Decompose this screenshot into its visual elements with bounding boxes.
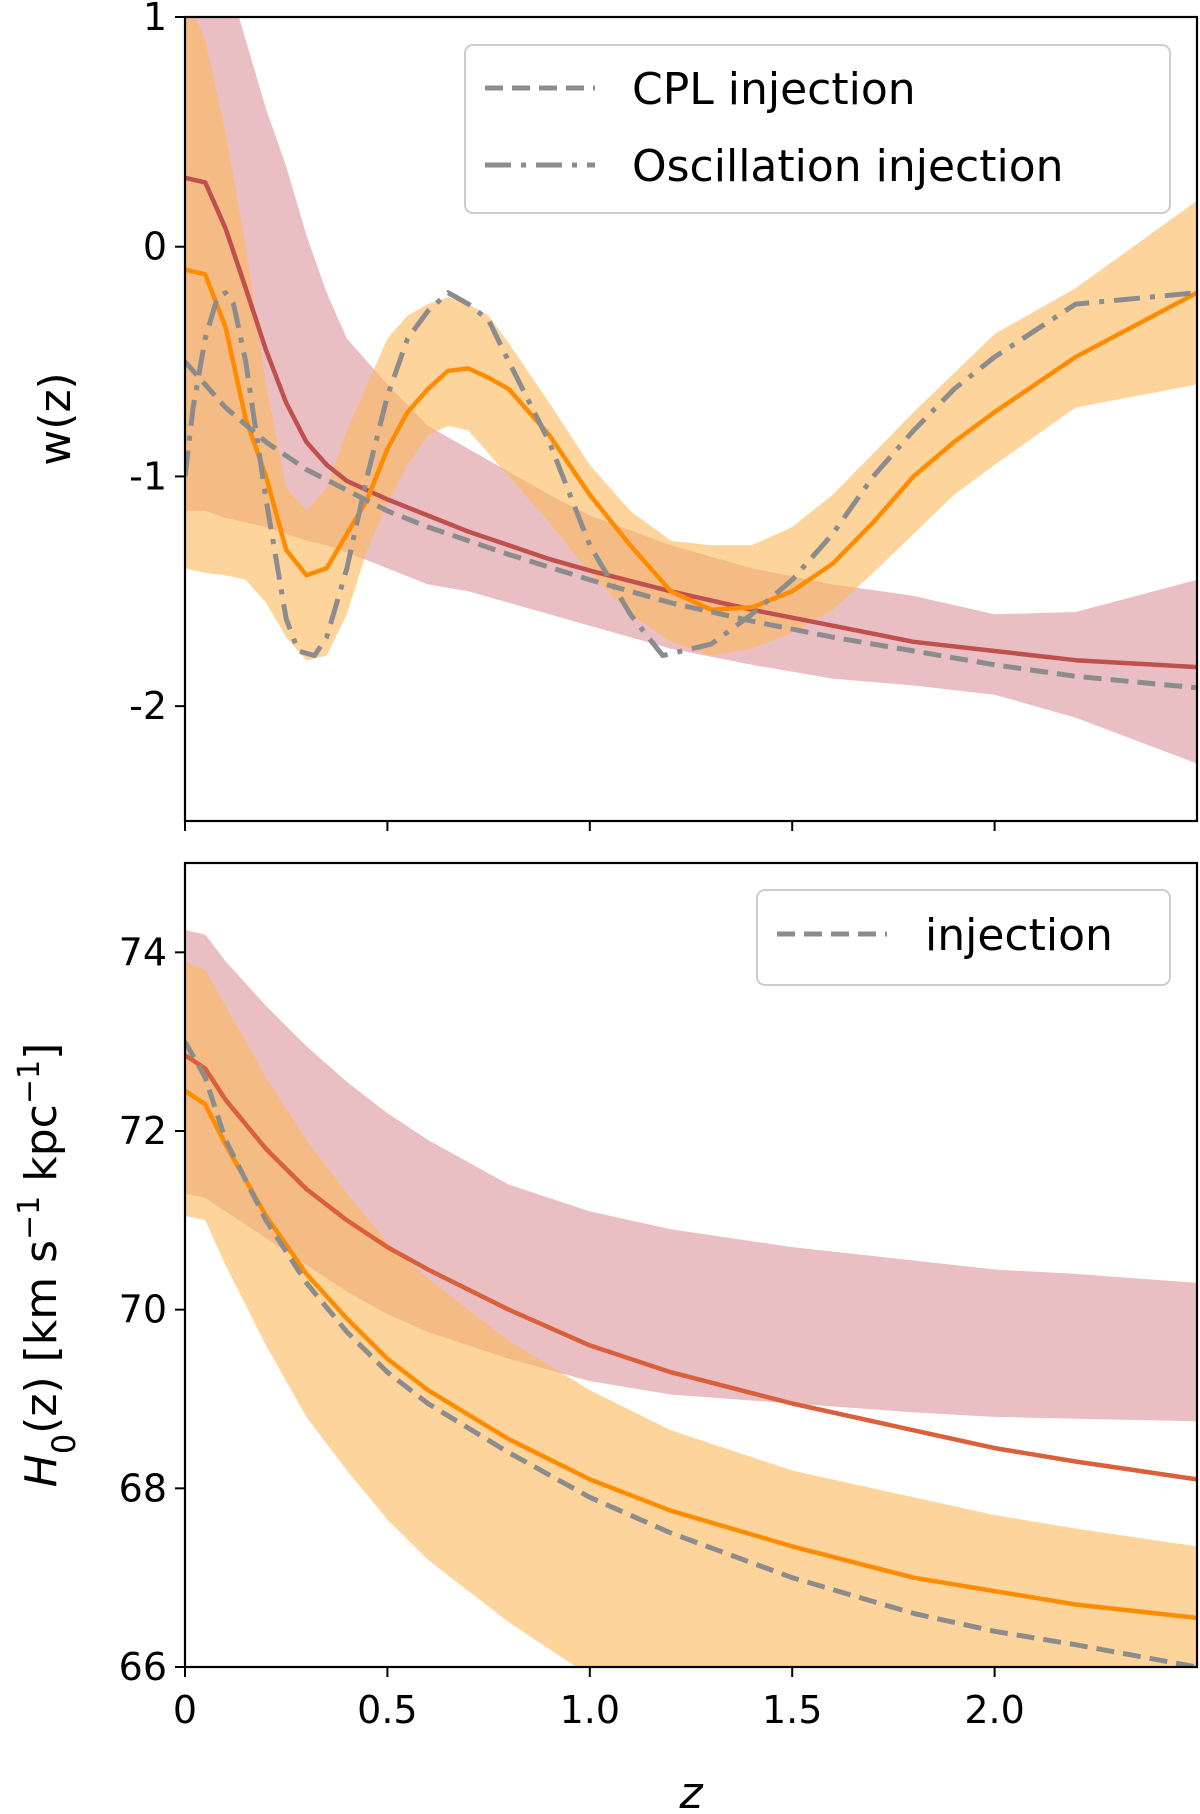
top-panel: -2 -1 0 1 w(z) CPL injection Oscillation in…: [30, 0, 1199, 831]
bottom-legend: injection: [756, 889, 1171, 986]
top-x-ticks: [184, 821, 996, 831]
ylabel-rest: (z) [km s: [16, 1240, 67, 1434]
top-y-ticks: -2 -1 0 1: [129, 0, 185, 728]
top-ytick-label-3: 1: [143, 0, 167, 39]
ylabel-mid: kpc: [16, 1104, 67, 1196]
bottom-band-1: [185, 961, 1197, 1667]
top-band-0: [185, 17, 1197, 764]
ylabel-sup1: −1: [12, 1196, 47, 1240]
bottom-y-ticks: 66 68 70 72 74: [119, 930, 185, 1689]
bottom-line-4: [185, 1040, 1197, 1667]
bottom-plot-area: [185, 930, 1197, 1667]
top-axes-frame: [183, 15, 1199, 823]
top-line-5: [185, 290, 1197, 659]
top-line-4: [185, 359, 1197, 691]
bottom-xtick-label-2: 1.0: [560, 1688, 620, 1732]
ylabel-h: H: [16, 1454, 67, 1487]
bottom-ytick-label-2: 70: [119, 1288, 167, 1332]
ylabel-sub: 0: [45, 1434, 83, 1454]
bottom-ytick-label-4: 74: [119, 930, 167, 974]
top-line-2: [185, 175, 1197, 670]
bottom-ytick-label-1: 68: [119, 1466, 167, 1510]
ylabel-sup2: −1: [12, 1060, 47, 1104]
bottom-legend-box: [756, 889, 1171, 986]
legend-oscillation-label: Oscillation injection: [632, 141, 1064, 192]
ylabel-end: ]: [16, 1043, 67, 1060]
top-line-3: [185, 267, 1197, 612]
legend-injection-label: injection: [925, 910, 1113, 961]
bottom-ytick-label-3: 72: [119, 1109, 167, 1153]
bottom-axes-frame: [183, 861, 1199, 1669]
bottom-y-axis-label: H0(z) [km s−1 kpc−1]: [12, 1043, 84, 1488]
top-legend: CPL injection Oscillation injection: [464, 44, 1171, 214]
top-ytick-label-0: -2: [129, 684, 167, 728]
bottom-xtick-label-1: 0.5: [357, 1688, 417, 1732]
bottom-x-ticks: 0 0.5 1.0 1.5 2.0: [173, 1667, 1025, 1732]
bottom-line-2: [185, 1053, 1197, 1482]
top-ytick-label-1: -1: [129, 454, 167, 498]
bottom-xtick-label-0: 0: [173, 1688, 197, 1732]
bottom-ytick-label-0: 66: [119, 1645, 167, 1689]
top-plot-area: [185, 17, 1197, 764]
legend-cpl-label: CPL injection: [632, 64, 916, 115]
bottom-xtick-label-4: 2.0: [964, 1688, 1024, 1732]
top-y-axis-label: w(z): [30, 372, 81, 465]
top-ytick-label-2: 0: [143, 225, 167, 269]
bottom-xtick-label-3: 1.5: [762, 1688, 822, 1732]
top-band-1: [185, 17, 1197, 661]
top-legend-box: [464, 44, 1171, 214]
bottom-x-axis-label: z: [678, 1768, 703, 1814]
